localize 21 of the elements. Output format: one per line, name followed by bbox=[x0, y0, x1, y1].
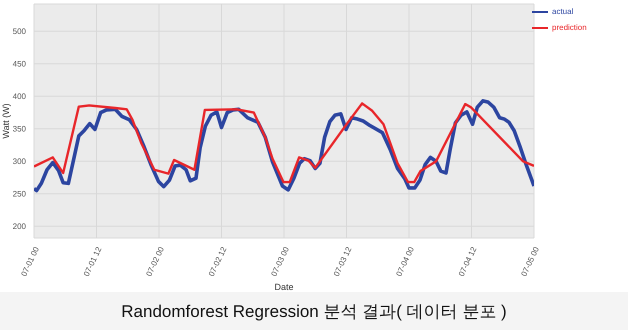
x-tick-label: 07-02 12 bbox=[206, 244, 229, 278]
y-tick-label: 350 bbox=[12, 124, 27, 134]
y-tick-label: 250 bbox=[12, 190, 27, 199]
y-tick-label: 500 bbox=[12, 27, 27, 36]
x-axis-title: Date bbox=[274, 282, 294, 292]
y-tick-label: 400 bbox=[12, 92, 27, 102]
x-tick-label: 07-05 00 bbox=[519, 244, 542, 278]
x-tick-label: 07-01 12 bbox=[82, 244, 104, 278]
y-tick-label: 450 bbox=[12, 60, 27, 69]
text: Randomforest Regression 분석 결과( 데이터 분포 ) bbox=[120, 301, 508, 323]
y-axis-title: Watt (W) bbox=[1, 103, 12, 139]
x-tick-label: 07-02 00 bbox=[144, 244, 166, 278]
y-tick-label: 300 bbox=[12, 157, 27, 166]
x-tick-label: 07-03 00 bbox=[269, 244, 292, 278]
x-tick-label: 07-04 12 bbox=[456, 244, 479, 278]
y-tick-label: 200 bbox=[12, 222, 27, 232]
x-tick-label: 07-01 00 bbox=[19, 244, 42, 278]
legend-label: prediction bbox=[552, 23, 587, 32]
x-tick-label: 07-04 00 bbox=[394, 244, 416, 278]
legend-label: actual bbox=[552, 7, 574, 16]
x-tick-label: 07-03 12 bbox=[332, 244, 354, 278]
